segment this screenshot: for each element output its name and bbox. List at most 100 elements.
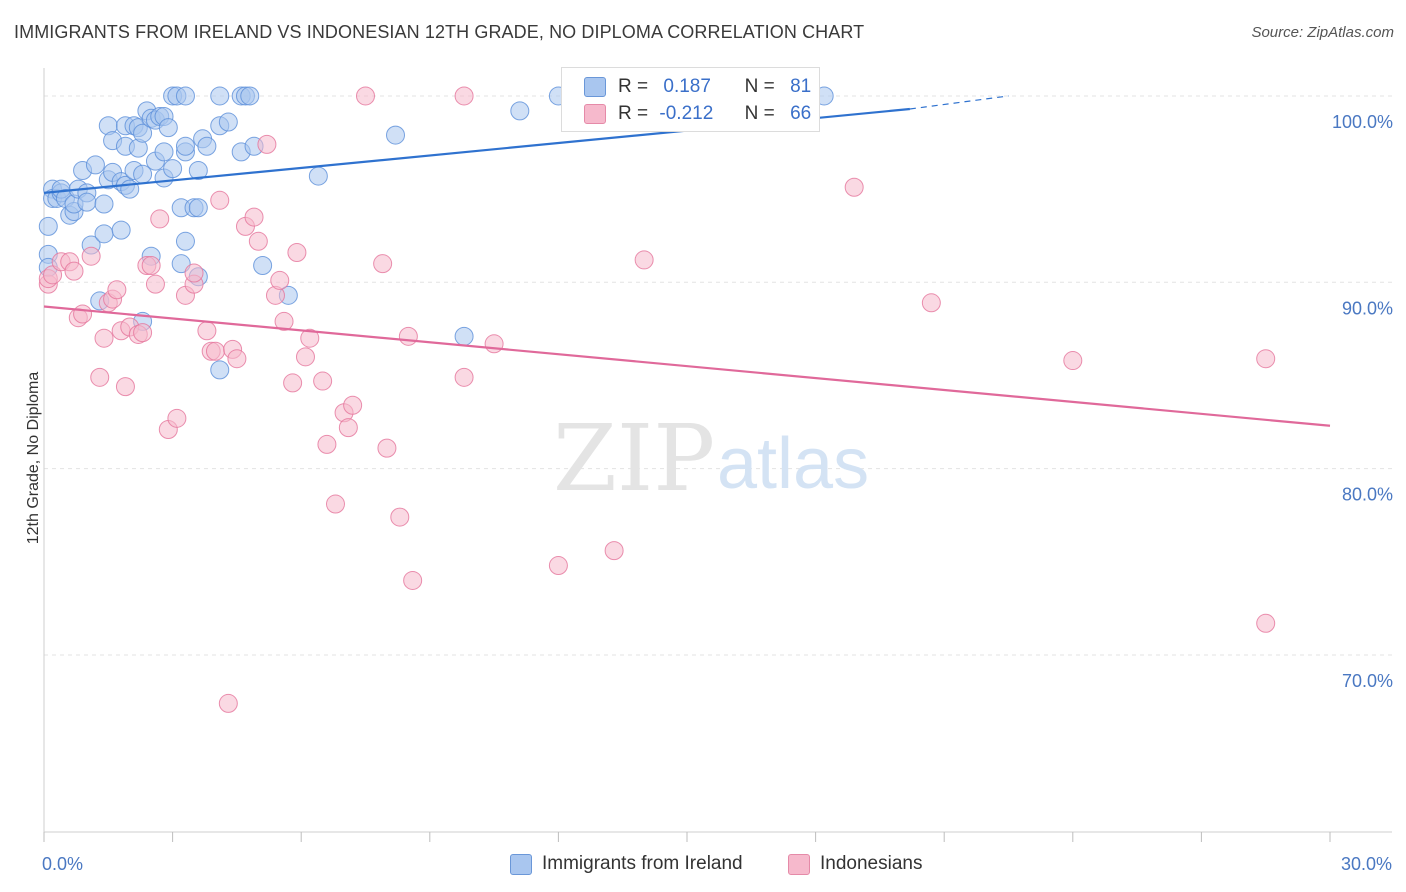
y-tick-label: 70.0% [1342, 671, 1393, 691]
point-indonesians [141, 256, 161, 276]
point-indonesians [274, 311, 294, 331]
point-indonesians [390, 507, 410, 527]
point-ireland [120, 179, 140, 199]
point-indonesians [115, 377, 135, 397]
legend-label-ireland: Immigrants from Ireland [542, 853, 743, 874]
point-ireland [454, 326, 474, 346]
point-indonesians [454, 86, 474, 106]
x-tick-label-min: 0.0% [42, 854, 83, 874]
point-indonesians [604, 541, 624, 561]
point-indonesians [398, 326, 418, 346]
point-ireland [197, 136, 217, 156]
point-indonesians [634, 250, 654, 270]
watermark-atlas: atlas [717, 424, 869, 504]
y-axis-tick-labels: 70.0% 80.0% 90.0% 100.0% [1332, 112, 1393, 691]
point-indonesians [313, 371, 333, 391]
point-ireland [210, 86, 230, 106]
watermark: ZIP atlas [553, 405, 869, 512]
point-indonesians [205, 341, 225, 361]
legend-n-label: N = [744, 76, 775, 97]
point-indonesians [150, 209, 170, 229]
legend-r-label: R = [618, 76, 649, 97]
x-axis-ticks [43, 832, 1331, 842]
point-indonesians [244, 207, 264, 227]
point-indonesians [300, 328, 320, 348]
point-ireland [85, 155, 105, 175]
point-ireland [188, 160, 208, 180]
point-indonesians [218, 693, 238, 713]
legend-n-value: 66 [790, 103, 812, 124]
point-indonesians [1256, 613, 1276, 633]
legend-swatch-ireland [584, 77, 606, 97]
point-ireland [77, 192, 97, 212]
point-indonesians [403, 570, 423, 590]
y-tick-label: 100.0% [1332, 112, 1393, 132]
point-ireland [171, 254, 191, 274]
point-indonesians [317, 434, 337, 454]
legend-r-value: 0.187 [663, 76, 711, 97]
point-ireland [218, 112, 238, 132]
point-indonesians [287, 242, 307, 262]
point-indonesians [1256, 349, 1276, 369]
point-indonesians [167, 408, 187, 428]
point-indonesians [454, 367, 474, 387]
legend-swatch-ireland [510, 854, 532, 875]
point-ireland [510, 101, 530, 121]
point-indonesians [197, 321, 217, 341]
x-tick-label-max: 30.0% [1341, 854, 1392, 874]
point-ireland [253, 256, 273, 276]
point-ireland [154, 142, 174, 162]
point-ireland [308, 166, 328, 186]
chart-source: Source: ZipAtlas.com [1251, 24, 1394, 41]
point-indonesians [64, 261, 84, 281]
point-indonesians [295, 347, 315, 367]
point-indonesians [1063, 351, 1083, 371]
point-indonesians [484, 334, 504, 354]
point-ireland [133, 123, 153, 143]
legend-swatch-indonesians [788, 854, 810, 875]
point-ireland [175, 231, 195, 251]
point-ireland [94, 194, 114, 214]
point-indonesians [73, 304, 93, 324]
chart-title: IMMIGRANTS FROM IRELAND VS INDONESIAN 12… [14, 22, 865, 42]
point-ireland [175, 86, 195, 106]
watermark-zip: ZIP [553, 405, 715, 512]
legend-label-indonesians: Indonesians [820, 853, 923, 874]
trend-line-ireland-extension [909, 95, 1009, 110]
point-indonesians [548, 556, 568, 576]
point-indonesians [184, 263, 204, 283]
y-axis-label: 12th Grade, No Diploma [25, 372, 42, 545]
point-indonesians [227, 349, 247, 369]
point-ireland [163, 159, 183, 179]
point-indonesians [107, 280, 127, 300]
point-indonesians [338, 418, 358, 438]
point-indonesians [325, 494, 345, 514]
legend-n-value: 81 [790, 76, 812, 97]
point-ireland [175, 136, 195, 156]
point-indonesians [248, 231, 268, 251]
legend-swatch-indonesians [584, 104, 606, 124]
point-ireland [210, 360, 230, 380]
point-ireland [158, 118, 178, 138]
point-indonesians [844, 177, 864, 197]
trend-line-indonesians [43, 305, 1331, 427]
point-ireland [240, 86, 260, 106]
point-ireland [386, 125, 406, 145]
point-indonesians [356, 86, 375, 106]
point-indonesians [283, 373, 303, 393]
point-ireland [188, 198, 208, 218]
point-ireland [94, 224, 114, 244]
point-indonesians [145, 274, 165, 294]
legend-r-label: R = [618, 103, 649, 124]
series-indonesians-points [38, 86, 1276, 713]
point-indonesians [373, 254, 393, 274]
legend-r-value: -0.212 [659, 103, 714, 124]
point-indonesians [270, 270, 290, 290]
legend-n-label: N = [744, 103, 775, 124]
point-indonesians [343, 395, 363, 415]
gridlines [44, 95, 1392, 656]
point-indonesians [210, 190, 230, 210]
y-tick-label: 80.0% [1342, 485, 1393, 505]
point-indonesians [257, 134, 277, 154]
